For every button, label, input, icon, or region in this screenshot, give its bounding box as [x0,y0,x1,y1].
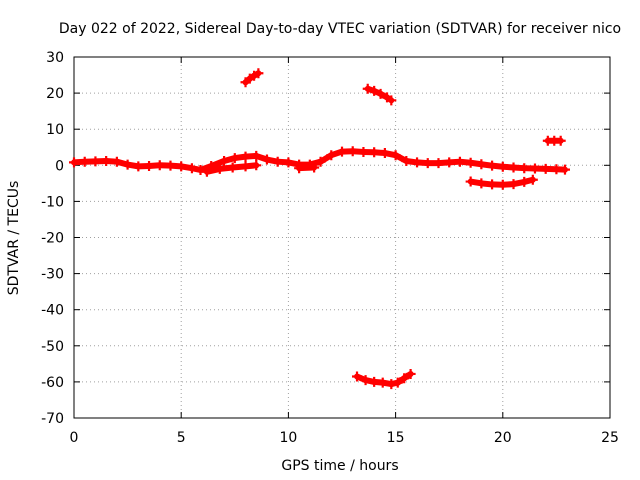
data-points [69,68,570,389]
series-upper-left [241,68,264,87]
trace-upper-left-2 [254,73,258,76]
y-tick-label-30: 30 [46,50,64,66]
y-tick-label--70: -70 [41,411,64,427]
series-lower [352,369,416,389]
grid-lines [74,57,610,418]
series-main [69,146,570,175]
trace-secondary-3 [246,165,257,166]
trace-lower-6 [404,374,410,378]
y-tick-label--50: -50 [41,339,64,355]
x-tick-label-0: 0 [70,430,79,446]
y-tick-label-0: 0 [55,158,64,174]
y-tick-label--20: -20 [41,231,64,247]
x-tick-label-25: 25 [601,430,619,446]
x-tick-label-10: 10 [279,430,297,446]
trace-dip-5 [524,180,533,182]
y-axis-label: SDTVAR / TECUs [6,181,22,296]
x-axis-label: GPS time / hours [281,458,398,474]
x-tick-label-5: 5 [177,430,186,446]
series-dip [466,175,538,190]
y-tick-label--10: -10 [41,194,64,210]
y-tick-label--60: -60 [41,375,64,391]
series-right-cluster [543,136,566,146]
trace-upper-middle-3 [387,97,391,100]
x-tick-labels: 0 5 10 15 20 25 [70,430,619,446]
y-tick-label-20: 20 [46,86,64,102]
sdtvar-chart: 0 5 10 15 20 25 -70-60-50-40-30-20-100102030 … [0,0,640,480]
y-tick-label--30: -30 [41,267,64,283]
x-tick-label-20: 20 [494,430,512,446]
x-tick-label-15: 15 [387,430,405,446]
chart-title: Day 022 of 2022, Sidereal Day-to-day VTE… [59,21,621,37]
y-tick-labels: -70 -60 -50 -40 -30 -20 -10 0 10 20 30 [41,50,64,427]
series-upper-middle [363,84,397,106]
trace-secondary-5 [299,167,314,168]
y-tick-label--40: -40 [41,303,64,319]
y-tick-label-10: 10 [46,122,64,138]
